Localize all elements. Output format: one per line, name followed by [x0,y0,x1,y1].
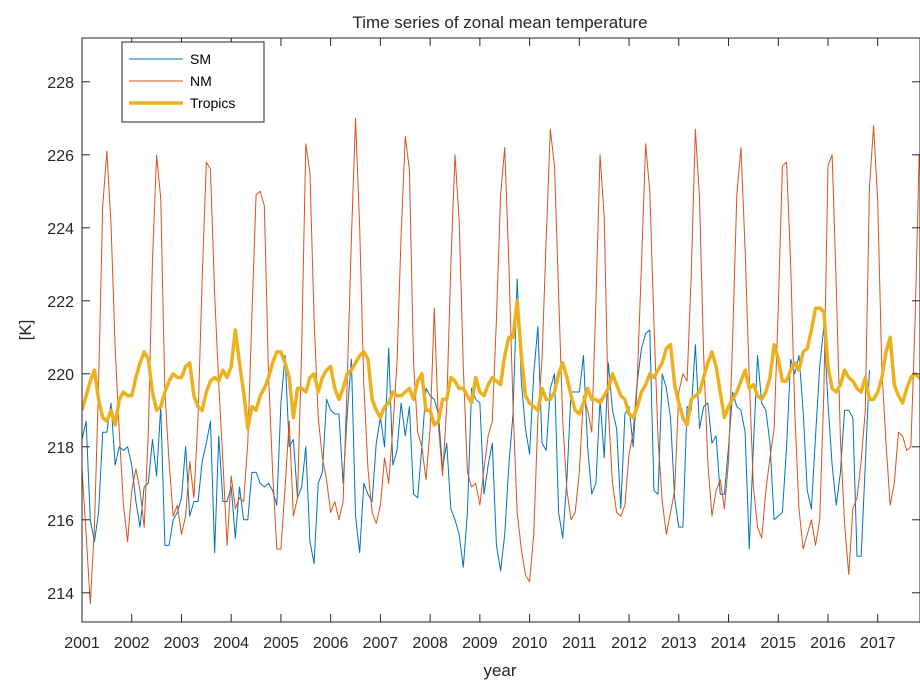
y-tick-label: 228 [47,75,74,92]
x-tick-label: 2002 [114,635,150,652]
series-line-sm [82,278,870,572]
x-tick-label: 2008 [412,635,448,652]
series-line-nm [82,117,920,605]
x-tick-label: 2017 [860,635,896,652]
x-tick-label: 2014 [711,635,747,652]
chart-title: Time series of zonal mean temperature [352,13,647,32]
series-layer [82,117,920,605]
x-tick-label: 2015 [760,635,796,652]
axes [81,37,920,623]
y-tick-label: 214 [47,586,74,603]
x-tick-label: 2012 [611,635,647,652]
plot-area-border [81,37,920,623]
y-tick-label: 224 [47,221,74,238]
y-tick-label: 218 [47,440,74,457]
legend-label-nm: NM [190,73,212,89]
y-tick-label: 222 [47,294,74,311]
y-tick-label: 220 [47,367,74,384]
x-tick-label: 2013 [661,635,697,652]
x-tick-label: 2011 [562,635,597,652]
series-line-tropics [82,299,920,431]
x-tick-label: 2004 [213,635,249,652]
x-tick-label: 2005 [263,635,299,652]
y-tick-label: 226 [47,148,74,165]
legend-label-tropics: Tropics [190,95,235,111]
x-ticks: 2001 2002 2003 2004 2005 2006 2007 2008 2009 2010… [64,38,896,652]
legend: SM NM Tropics [121,41,265,123]
x-tick-label: 2006 [313,635,349,652]
x-tick-label: 2016 [810,635,846,652]
legend-label-sm: SM [190,51,211,67]
x-tick-label: 2003 [164,635,200,652]
y-ticks: 214 216 218 220 222 224 226 228 [47,75,920,603]
y-axis-label: [K] [16,320,35,341]
x-tick-label: 2001 [64,635,100,652]
legend-box [121,41,265,123]
x-tick-label: 2009 [462,635,498,652]
x-axis-label: year [483,661,516,680]
x-tick-label: 2007 [363,635,399,652]
y-tick-label: 216 [47,513,74,530]
x-tick-label: 2010 [512,635,548,652]
